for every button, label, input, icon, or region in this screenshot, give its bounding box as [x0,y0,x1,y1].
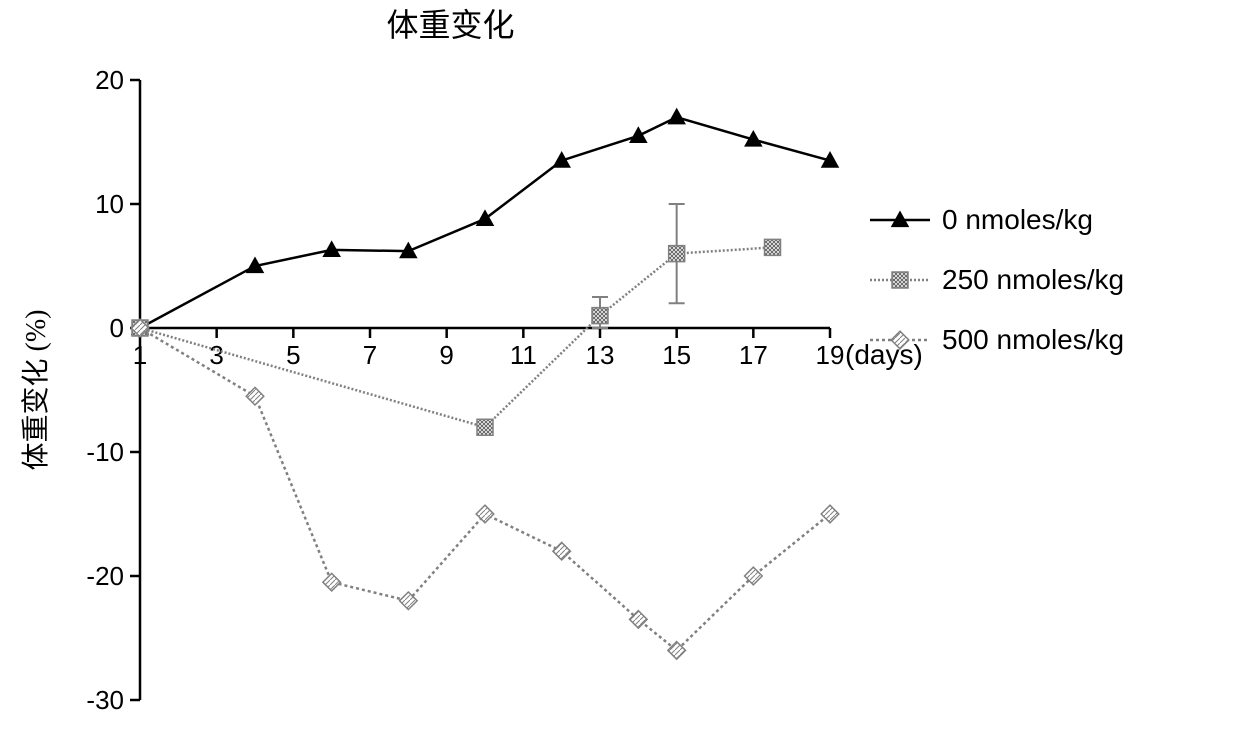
svg-text:15: 15 [662,340,691,370]
svg-text:20: 20 [95,65,124,95]
svg-text:体重变化 (%): 体重变化 (%) [20,310,52,471]
svg-text:-10: -10 [86,437,124,467]
svg-text:5: 5 [286,340,300,370]
legend-label: 250 nmoles/kg [942,264,1124,296]
legend-item: 0 nmoles/kg [870,200,1124,240]
svg-text:0: 0 [110,313,124,343]
chart-container: 体重变化-30-20-1001020135791113151719(days)体… [0,0,1240,739]
svg-text:-30: -30 [86,685,124,715]
legend-label: 0 nmoles/kg [942,204,1093,236]
svg-text:11: 11 [510,340,537,370]
legend-item: 250 nmoles/kg [870,260,1124,300]
legend-item: 500 nmoles/kg [870,320,1124,360]
svg-text:3: 3 [209,340,223,370]
svg-text:1: 1 [133,340,147,370]
svg-text:19: 19 [816,340,845,370]
svg-text:17: 17 [739,340,768,370]
legend-label: 500 nmoles/kg [942,324,1124,356]
svg-text:13: 13 [586,340,615,370]
legend: 0 nmoles/kg 250 nmoles/kg 500 nmoles/kg [870,200,1124,380]
svg-text:-20: -20 [86,561,124,591]
svg-text:7: 7 [363,340,377,370]
svg-text:10: 10 [95,189,124,219]
legend-swatch [870,268,930,292]
legend-swatch [870,328,930,352]
svg-text:体重变化: 体重变化 [386,7,514,43]
legend-swatch [870,208,930,232]
svg-text:9: 9 [439,340,453,370]
